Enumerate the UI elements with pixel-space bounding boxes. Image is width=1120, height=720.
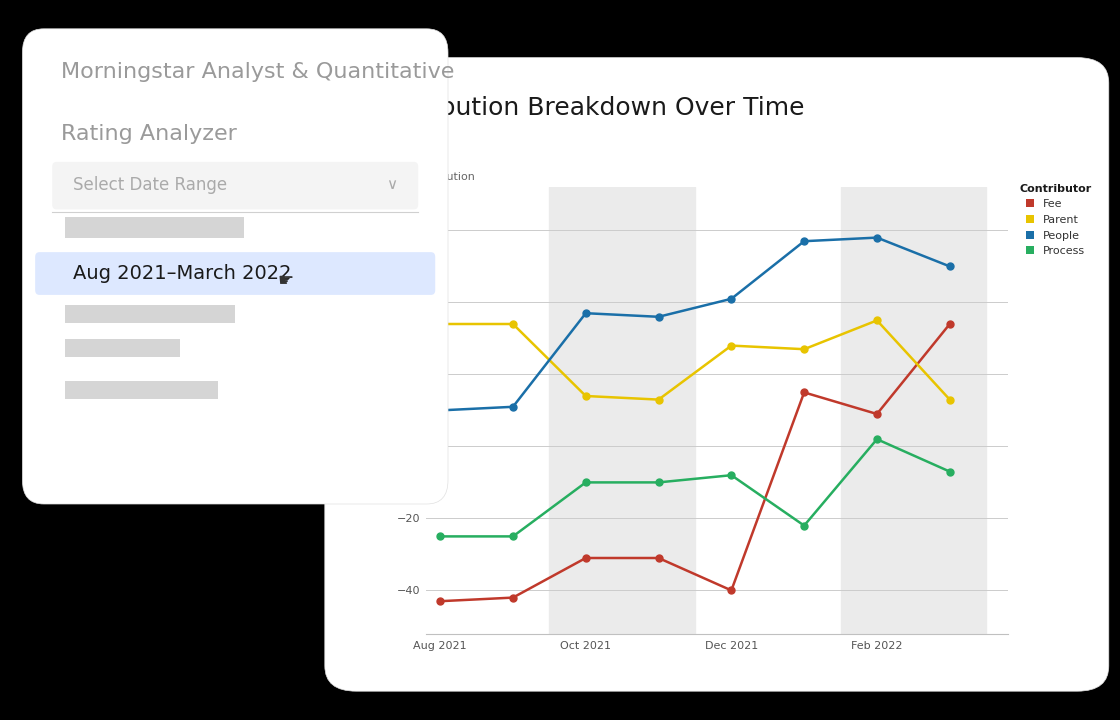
People [506,402,520,411]
Fee [652,554,665,562]
Text: ☛: ☛ [278,271,293,289]
FancyBboxPatch shape [53,162,418,210]
People [579,309,592,318]
Parent [652,395,665,404]
People [870,233,884,242]
Text: Percent Contribution: Percent Contribution [360,171,475,181]
Bar [65,305,235,323]
Text: Aug 2021–March 2022: Aug 2021–March 2022 [74,264,292,283]
Text: ∨: ∨ [385,177,396,192]
People [433,406,447,415]
Line: Fee: Fee [437,320,953,605]
Process [433,532,447,541]
Text: Select Date Range: Select Date Range [74,176,227,194]
People [725,294,738,303]
People [797,237,811,246]
Parent [870,316,884,325]
Process [943,467,956,476]
Process [652,478,665,487]
Fee [870,410,884,418]
Text: Morningstar Analyst & Quantitative: Morningstar Analyst & Quantitative [60,62,454,82]
Parent [797,345,811,354]
Parent [433,320,447,328]
FancyBboxPatch shape [325,58,1109,691]
Fee [943,320,956,328]
Fee [725,586,738,595]
Process [506,532,520,541]
Bar [549,187,694,634]
Bar [65,338,180,356]
Parent [943,395,956,404]
People [652,312,665,321]
Process [870,435,884,444]
Line: Process: Process [437,436,953,540]
Fee [433,597,447,606]
Line: People: People [437,234,953,414]
Process [797,521,811,530]
Text: Contribution Breakdown Over Time: Contribution Breakdown Over Time [364,96,804,120]
Text: Rating Analyzer: Rating Analyzer [60,124,236,144]
FancyBboxPatch shape [22,29,448,504]
Legend: Fee, Parent, People, Process: Fee, Parent, People, Process [1019,184,1092,256]
Parent [579,392,592,400]
Bar [65,217,244,238]
Fee [506,593,520,602]
Fee [797,388,811,397]
Bar [65,382,218,400]
Fee [579,554,592,562]
Parent [506,320,520,328]
Process [579,478,592,487]
Bar [840,187,986,634]
Parent [725,341,738,350]
Process [725,471,738,480]
People [943,262,956,271]
Line: Parent: Parent [437,317,953,403]
FancyBboxPatch shape [35,252,436,295]
